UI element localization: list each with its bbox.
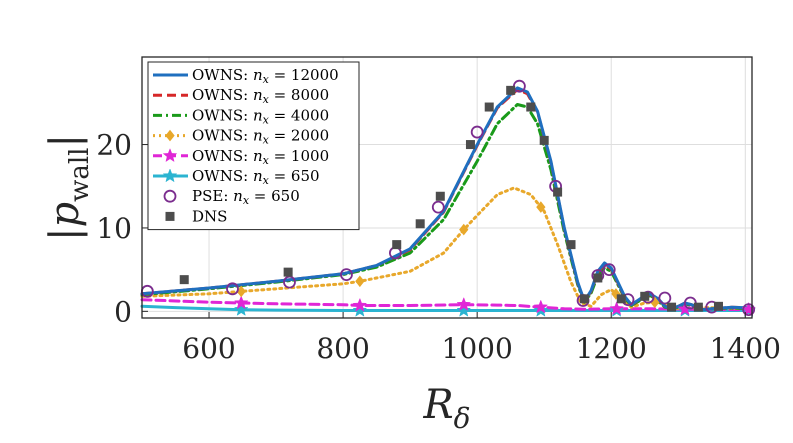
point-pse-n-x-650 bbox=[340, 268, 353, 282]
legend-box bbox=[147, 61, 360, 231]
point-dns bbox=[566, 240, 576, 250]
y-tick-label: 0 bbox=[114, 295, 132, 328]
y-axis-label: |pwall| bbox=[42, 134, 95, 241]
point-dns bbox=[667, 302, 677, 312]
point-dns bbox=[579, 294, 589, 304]
point-dns bbox=[526, 102, 536, 112]
marker-owns-n-x-1000 bbox=[352, 297, 368, 312]
x-axis-label: Rδ bbox=[423, 382, 471, 435]
point-dns bbox=[435, 191, 445, 201]
point-dns bbox=[506, 85, 516, 95]
series-line-owns-n-x-2000 bbox=[140, 186, 754, 311]
marker-owns-n-x-1000 bbox=[533, 299, 549, 314]
y-tick-label: 10 bbox=[96, 212, 132, 245]
legend-label-pse-n-x-650: PSE: nx = 650 bbox=[192, 187, 300, 207]
legend-marker-owns-n-x-650 bbox=[162, 168, 178, 183]
legend-label-dns: DNS bbox=[192, 207, 227, 225]
marker-owns-n-x-2000 bbox=[355, 275, 365, 288]
x-tick-label: 800 bbox=[316, 332, 369, 365]
series-markers bbox=[140, 79, 756, 317]
x-tick-label: 1200 bbox=[576, 332, 647, 365]
point-pse-n-x-650 bbox=[658, 291, 672, 305]
marker-owns-n-x-650 bbox=[233, 302, 249, 316]
legend-marker-dns bbox=[165, 211, 175, 221]
x-tick-label: 1400 bbox=[710, 332, 781, 365]
marker-owns-n-x-2000 bbox=[536, 201, 546, 213]
legend-label-owns-n-x-12000: OWNS: nx = 12000 bbox=[192, 66, 339, 86]
legend-marker-pse-n-x-650 bbox=[163, 189, 177, 203]
y-tick-label: 20 bbox=[96, 129, 132, 162]
point-dns bbox=[616, 294, 626, 304]
legend-label-owns-n-x-1000: OWNS: nx = 1000 bbox=[192, 147, 329, 167]
point-pse-n-x-650 bbox=[602, 263, 616, 277]
point-pse-n-x-650 bbox=[226, 282, 239, 296]
legend-marker-owns-n-x-1000 bbox=[162, 148, 178, 163]
marker-owns-n-x-1000 bbox=[677, 301, 693, 316]
point-dns bbox=[640, 291, 650, 301]
y-axis-label-sub: wall bbox=[65, 148, 95, 202]
point-pse-n-x-650 bbox=[470, 125, 484, 139]
point-dns bbox=[283, 267, 293, 277]
x-tick-label: 600 bbox=[182, 332, 235, 365]
marker-owns-n-x-650 bbox=[456, 302, 472, 317]
legend-label-owns-n-x-4000: OWNS: nx = 4000 bbox=[192, 106, 329, 126]
point-dns bbox=[484, 102, 494, 112]
series-line-owns-n-x-1000 bbox=[140, 298, 754, 312]
legend-label-owns-n-x-8000: OWNS: nx = 8000 bbox=[192, 86, 329, 106]
legend-marker-owns-n-x-2000 bbox=[165, 129, 175, 142]
legend-label-owns-n-x-650: OWNS: nx = 650 bbox=[192, 167, 320, 187]
point-pse-n-x-650 bbox=[742, 303, 756, 317]
point-dns bbox=[539, 135, 549, 145]
x-axis-label-main: R bbox=[423, 382, 454, 428]
axes-box bbox=[141, 56, 753, 319]
marker-owns-n-x-1000 bbox=[456, 297, 472, 311]
marker-owns-n-x-2000 bbox=[459, 223, 469, 236]
y-axis-label-main: |p bbox=[42, 202, 88, 241]
point-dns bbox=[465, 140, 475, 150]
legend-label-owns-n-x-2000: OWNS: nx = 2000 bbox=[192, 127, 329, 147]
point-dns bbox=[713, 301, 723, 311]
marker-owns-n-x-1000 bbox=[609, 301, 624, 316]
marker-owns-n-x-650 bbox=[352, 302, 368, 317]
point-pse-n-x-650 bbox=[431, 200, 445, 214]
point-dns bbox=[179, 275, 189, 285]
marker-owns-n-x-1000 bbox=[233, 295, 249, 310]
point-pse-n-x-650 bbox=[283, 275, 296, 289]
ticks: 600 800 1000 1200 1400 0 10 20 bbox=[96, 129, 781, 365]
series-line-owns-n-x-12000 bbox=[140, 86, 754, 312]
point-dns bbox=[392, 240, 402, 250]
y-axis-label-close: | bbox=[42, 134, 88, 147]
point-dns bbox=[593, 273, 603, 283]
x-tick-label: 1000 bbox=[442, 332, 513, 365]
point-dns bbox=[693, 302, 703, 312]
x-axis-label-sub: δ bbox=[454, 402, 471, 435]
series-line-owns-n-x-650 bbox=[140, 304, 754, 312]
point-dns bbox=[415, 219, 425, 229]
point-dns bbox=[553, 187, 563, 197]
